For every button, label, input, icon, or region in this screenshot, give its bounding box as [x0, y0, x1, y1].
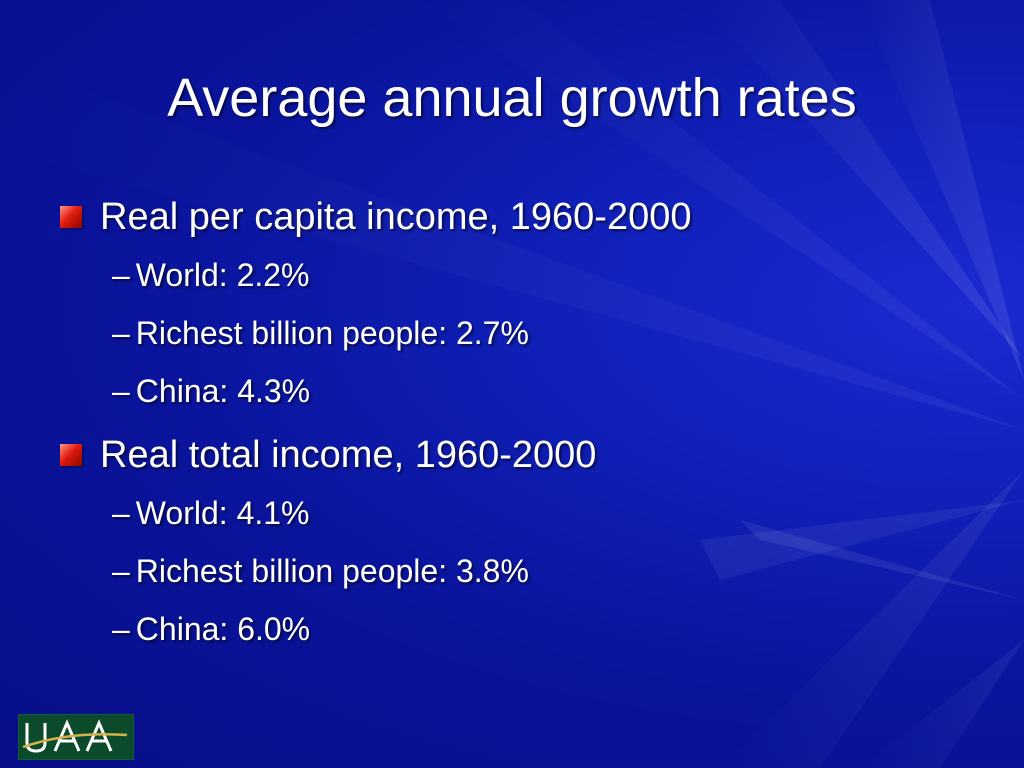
dash-icon: –: [112, 611, 130, 647]
sub-bullet-text: World: 4.1%: [135, 495, 310, 531]
uaa-logo-icon: [22, 719, 128, 753]
dash-icon: –: [112, 553, 130, 589]
sub-bullet-item: – World: 2.2%: [60, 246, 980, 304]
dash-icon: –: [112, 373, 130, 409]
sub-bullet-text: Richest billion people: 2.7%: [135, 315, 529, 351]
sub-bullet-text: China: 4.3%: [135, 373, 311, 409]
red-square-bullet-icon: [60, 444, 82, 466]
uaa-logo: [18, 714, 134, 760]
sub-bullet-text: Richest billion people: 3.8%: [135, 553, 529, 589]
bullet-item: Real total income, 1960-2000: [60, 426, 980, 484]
sub-bullet-text: World: 2.2%: [135, 257, 310, 293]
sub-bullet-item: – World: 4.1%: [60, 484, 980, 542]
dash-icon: –: [112, 257, 130, 293]
bullet-heading: Real total income, 1960-2000: [100, 433, 597, 476]
red-square-bullet-icon: [60, 206, 82, 228]
dash-icon: –: [112, 315, 130, 351]
sub-bullet-item: – China: 4.3%: [60, 362, 980, 420]
slide-title: Average annual growth rates: [167, 68, 857, 128]
bullet-list: Real per capita income, 1960-2000 – World…: [60, 188, 980, 658]
section-total: Real total income, 1960-2000 – World: 4.1…: [60, 426, 980, 658]
bullet-item: Real per capita income, 1960-2000: [60, 188, 980, 246]
sub-bullet-item: – Richest billion people: 3.8%: [60, 542, 980, 600]
section-per-capita: Real per capita income, 1960-2000 – World…: [60, 188, 980, 420]
sub-bullet-item: – Richest billion people: 2.7%: [60, 304, 980, 362]
dash-icon: –: [112, 495, 130, 531]
sub-bullet-item: – China: 6.0%: [60, 600, 980, 658]
sub-bullet-text: China: 6.0%: [135, 611, 311, 647]
bullet-heading: Real per capita income, 1960-2000: [100, 195, 692, 238]
